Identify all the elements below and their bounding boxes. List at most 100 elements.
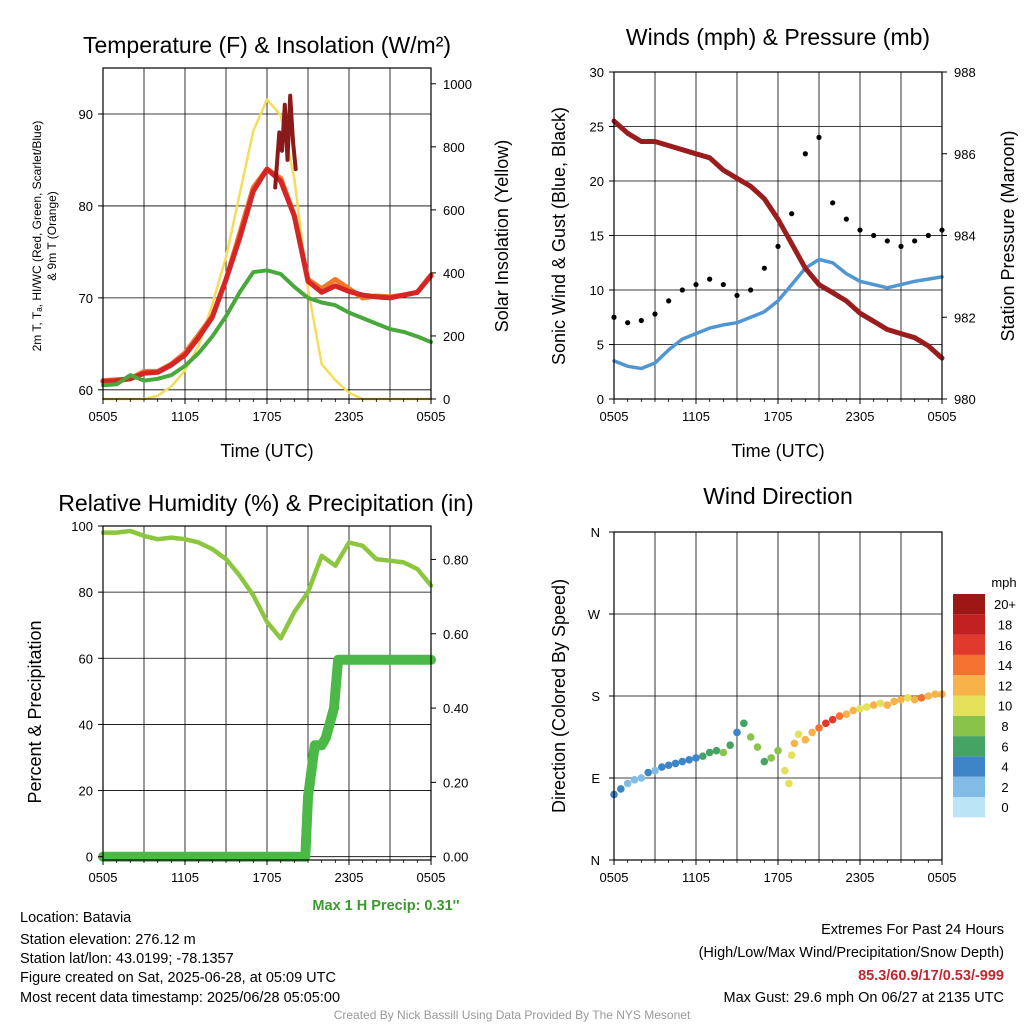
temperature-panel: Temperature (F) & Insolation (W/m²) 0505…: [30, 32, 512, 461]
legend-swatch: [953, 797, 985, 818]
extremes-heading: Extremes For Past 24 Hours: [821, 922, 1004, 938]
x-tick-label: 1705: [764, 409, 793, 424]
winds-chart-title: Winds (mph) & Pressure (mb): [626, 24, 930, 50]
legend-swatch: [953, 736, 985, 757]
x-tick-label: 2305: [846, 409, 875, 424]
x-tick-label: 1705: [764, 870, 793, 885]
pressure-line: [611, 118, 945, 361]
humidity-y-ticks: 0 20 40 60 80 100: [71, 519, 103, 865]
gust-point: [912, 238, 918, 244]
y-tick-label: 100: [71, 519, 93, 534]
wind-direction-point: [890, 697, 898, 706]
y2-tick-label: 980: [954, 392, 976, 407]
legend-label: 4: [1001, 760, 1008, 775]
y-tick-label: 15: [590, 229, 604, 244]
insolation-y-label: Solar Insolation (Yellow): [492, 140, 512, 332]
wind-direction-point: [617, 785, 625, 793]
wind-direction-point: [637, 774, 646, 782]
gust-point: [761, 265, 767, 271]
x-tick-label: 0505: [928, 409, 957, 424]
y-tick-label: 20: [590, 174, 604, 189]
precip-line: [98, 654, 436, 862]
x-tick-label: 1705: [253, 870, 282, 885]
wind-direction-point: [733, 728, 741, 737]
gust-point: [857, 227, 863, 233]
recent-data-text: Most recent data timestamp: 2025/06/28 0…: [20, 990, 340, 1006]
gust-point: [830, 200, 836, 206]
wind-direction-point: [705, 748, 714, 757]
y2-tick-label: 0.80: [443, 552, 468, 567]
legend-swatch: [953, 614, 985, 635]
wind-direction-point: [931, 690, 939, 698]
y-tick-label: 10: [590, 283, 604, 298]
speed-legend-title: mph: [991, 575, 1016, 590]
wind-direction-point: [801, 735, 810, 744]
x-tick-label: 1105: [682, 409, 710, 424]
wind-direction-points: [610, 690, 946, 799]
y-tick-label: 0: [86, 850, 93, 865]
winds-panel: Winds (mph) & Pressure (mb) 0505 1105 1705…: [549, 24, 1018, 461]
gust-point: [638, 317, 644, 324]
direction-tick-label: W: [588, 607, 601, 622]
wind-direction-point: [746, 733, 755, 741]
x-tick-label: 0505: [417, 409, 446, 424]
temperature-x-ticks: 0505 1105 1705 2305 0505: [89, 399, 446, 424]
dewpoint-line: [101, 268, 433, 388]
y-tick-label: 40: [79, 717, 93, 732]
x-tick-label: 0505: [600, 409, 629, 424]
wind-direction-point: [664, 761, 673, 770]
legend-label: 12: [998, 678, 1012, 693]
x-tick-label: 0505: [89, 409, 118, 424]
x-tick-label: 1105: [682, 870, 710, 885]
wind-direction-point: [726, 741, 734, 749]
y-tick-label: 60: [79, 651, 93, 666]
x-tick-label: 1705: [253, 409, 282, 424]
location-text: Location: Batavia: [20, 910, 132, 926]
wind-direction-point: [835, 712, 844, 720]
x-tick-label: 1105: [171, 409, 199, 424]
legend-swatch: [953, 675, 985, 696]
wind-direction-point: [740, 719, 748, 728]
wind-direction-point: [630, 776, 639, 784]
y2-tick-label: 0.20: [443, 775, 468, 790]
wind-direction-point: [917, 694, 926, 702]
y-tick-label: 0: [597, 392, 604, 407]
y2-tick-label: 0.60: [443, 627, 468, 642]
wind-direction-point: [924, 692, 933, 700]
y-tick-label: 60: [79, 383, 93, 398]
legend-swatch: [953, 756, 985, 777]
legend-label: 16: [998, 638, 1012, 653]
wind-direction-point: [753, 743, 762, 751]
extremes-info: Extremes For Past 24 Hours (High/Low/Max…: [699, 922, 1004, 1006]
wind-direction-point: [644, 768, 652, 777]
wind-direction-point: [785, 779, 793, 788]
x-tick-label: 0505: [89, 870, 118, 885]
y2-tick-label: 984: [954, 229, 976, 244]
legend-label: 14: [998, 658, 1012, 673]
gust-point: [898, 243, 904, 249]
legend-swatch: [953, 594, 985, 615]
y-tick-label: 25: [590, 120, 604, 135]
elevation-text: Station elevation: 276.12 m: [20, 932, 196, 948]
wind-direction-point: [685, 755, 693, 764]
wind-direction-point: [828, 715, 837, 724]
y2-tick-label: 1000: [443, 77, 472, 92]
x-tick-label: 0505: [600, 870, 629, 885]
temperature-x-label: Time (UTC): [220, 441, 313, 461]
gust-point: [843, 216, 849, 222]
direction-tick-label: E: [591, 771, 600, 786]
wind-direction-y-label: Direction (Colored By Speed): [549, 579, 569, 813]
latlon-text: Station lat/lon: 43.0199; -78.1357: [20, 951, 234, 967]
gust-point: [884, 238, 890, 244]
y2-tick-label: 0: [443, 392, 450, 407]
gust-point: [748, 287, 754, 293]
gust-point: [679, 287, 685, 293]
gust-point: [925, 232, 931, 239]
wind-speed-line: [612, 257, 944, 371]
gust-point: [775, 243, 781, 249]
humidity-series: [98, 528, 436, 862]
x-tick-label: 2305: [846, 870, 875, 885]
wind-direction-point: [623, 779, 632, 788]
legend-label: 18: [998, 617, 1012, 632]
